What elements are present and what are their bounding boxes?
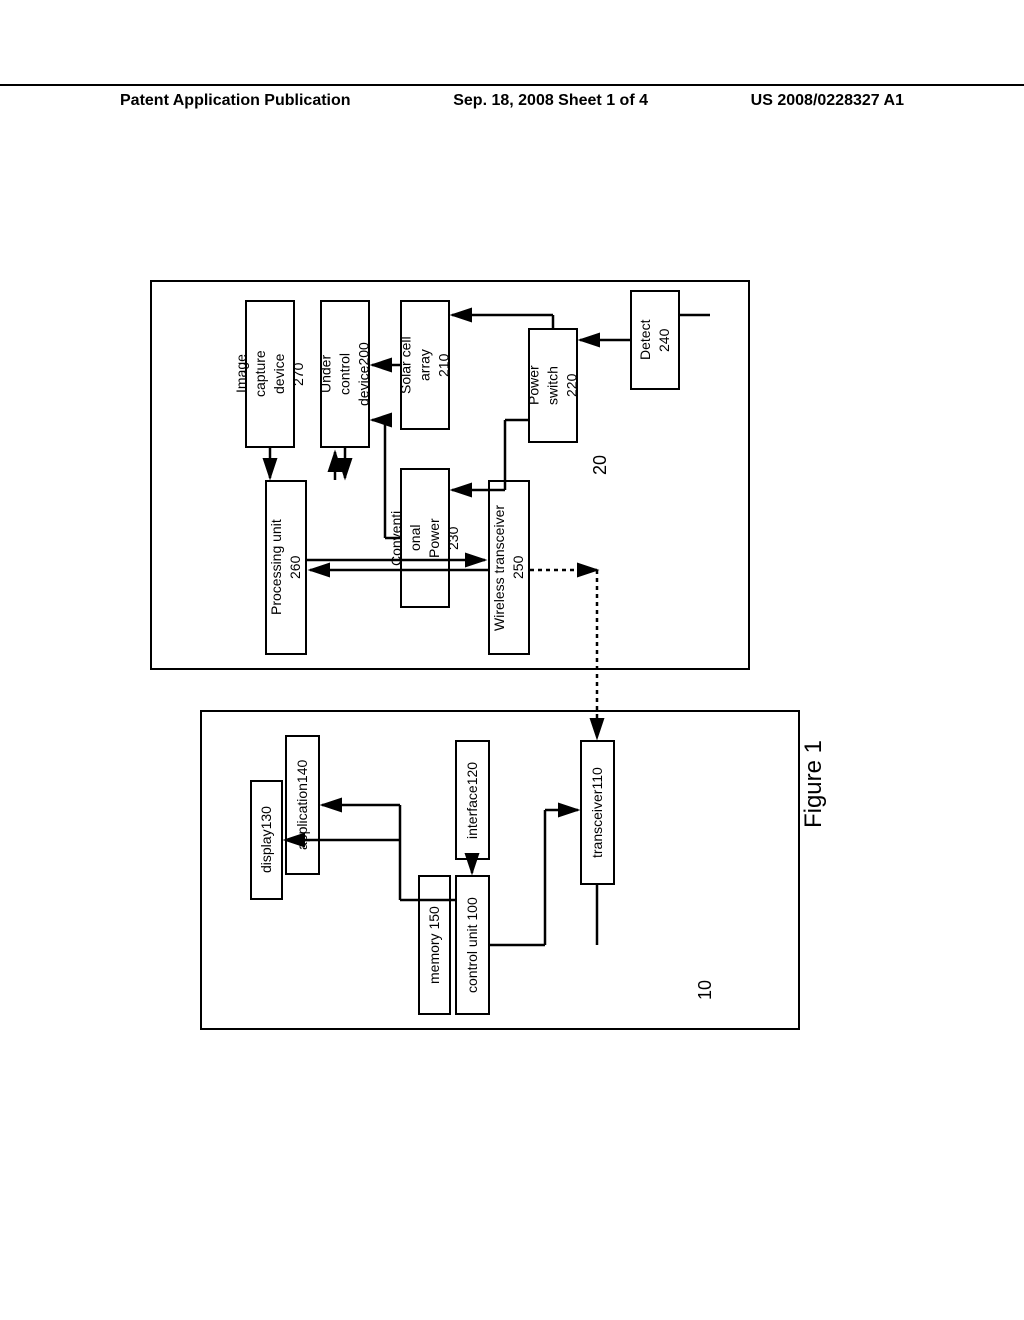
image-capture-box: Imagecapturedevice270 — [245, 300, 295, 448]
display-box: display130 — [250, 780, 283, 900]
figure-label: Figure 1 — [800, 740, 828, 828]
detect-box: Detect240 — [630, 290, 680, 390]
page-header: Patent Application Publication Sep. 18, … — [0, 84, 1024, 110]
wireless-transceiver-box: Wireless transceiver250 — [488, 480, 530, 655]
diagram: Solar cellarray210 Undercontroldevice200… — [150, 280, 870, 1070]
header-left: Patent Application Publication — [120, 92, 351, 110]
header-right: US 2008/0228327 A1 — [751, 92, 904, 110]
power-switch-box: Powerswitch220 — [528, 328, 578, 443]
processing-unit-box: Processing unit260 — [265, 480, 307, 655]
conventional-power-box: ConventionalPower230 — [400, 468, 450, 608]
under-control-box: Undercontroldevice200 — [320, 300, 370, 448]
memory-box: memory 150 — [418, 875, 451, 1015]
transceiver-box: transceiver110 — [580, 740, 615, 885]
solar-cell-box: Solar cellarray210 — [400, 300, 450, 430]
application-box: application140 — [285, 735, 320, 875]
control-unit-box: control unit 100 — [455, 875, 490, 1015]
label-20: 20 — [590, 455, 611, 475]
header-center: Sep. 18, 2008 Sheet 1 of 4 — [453, 92, 648, 110]
label-10: 10 — [695, 980, 716, 1000]
interface-box: interface120 — [455, 740, 490, 860]
